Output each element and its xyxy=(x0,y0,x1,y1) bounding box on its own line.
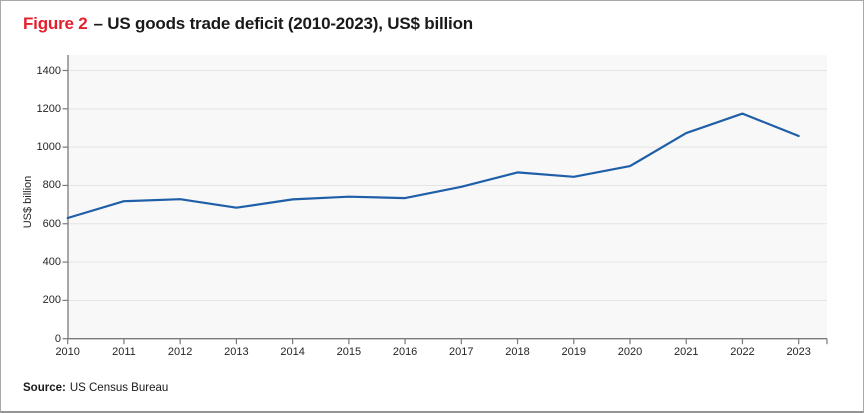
x-tick-label-2018: 2018 xyxy=(505,346,530,358)
y-tick-label-800: 800 xyxy=(42,179,61,192)
figure-number-label: Figure 2 xyxy=(23,14,88,33)
y-tick-label-0: 0 xyxy=(54,332,61,345)
source-text: US Census Bureau xyxy=(69,382,169,394)
plot-background xyxy=(68,55,827,339)
y-tick-label-600: 600 xyxy=(42,217,61,230)
source-line: Source: US Census Bureau xyxy=(23,382,168,394)
y-tick-label-1000: 1000 xyxy=(36,141,61,154)
x-tick-label-2014: 2014 xyxy=(280,346,305,358)
x-tick-label-2021: 2021 xyxy=(673,346,699,358)
y-tick-label-200: 200 xyxy=(42,294,61,307)
plot-area xyxy=(62,55,828,345)
chart-title: Figure 2 – US goods trade deficit (2010-2… xyxy=(23,14,473,34)
x-tick-label-2013: 2013 xyxy=(224,346,249,358)
x-tick-label-2019: 2019 xyxy=(561,346,586,358)
x-tick-label-2015: 2015 xyxy=(336,346,362,358)
x-tick-label-2012: 2012 xyxy=(167,346,193,358)
x-tick-label-2017: 2017 xyxy=(449,346,474,358)
x-tick-label-2016: 2016 xyxy=(392,346,418,358)
chart-title-text: – US goods trade deficit (2010-2023), US… xyxy=(93,14,474,33)
x-tick-label-2023: 2023 xyxy=(786,346,811,358)
x-tick-label-2011: 2011 xyxy=(112,346,136,358)
source-label: Source: xyxy=(23,382,66,394)
y-axis-title: US$ billion xyxy=(22,175,34,229)
line-chart: 0 200 400 600 800 1000 1200 1400 2010 2011 2012 20… xyxy=(1,41,863,371)
y-tick-label-400: 400 xyxy=(42,256,61,269)
y-tick-label-1400: 1400 xyxy=(36,64,61,77)
x-tick-label-2020: 2020 xyxy=(617,346,643,358)
deficit-line-series xyxy=(66,112,800,220)
y-tick-label-1200: 1200 xyxy=(36,102,61,115)
x-tick-label-2010: 2010 xyxy=(55,346,80,358)
x-tick-label-2022: 2022 xyxy=(730,346,755,358)
